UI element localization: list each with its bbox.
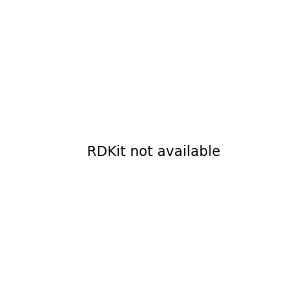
Text: RDKit not available: RDKit not available: [87, 145, 220, 158]
